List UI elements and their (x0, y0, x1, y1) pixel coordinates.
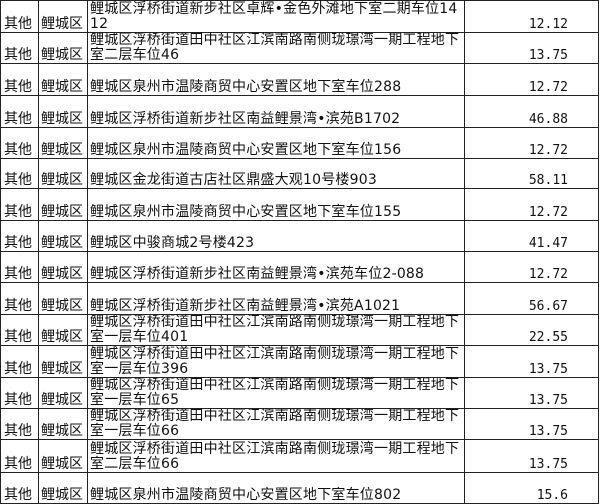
address-cell: 鲤城区金龙街道古店社区鼎盛大观10号楼903 (87, 158, 465, 189)
table-row: 其他 鲤城区 鲤城区浮桥街道新步社区南益鲤景湾•滨苑A1021 56.67 (0, 282, 599, 315)
type-cell: 其他 (0, 408, 39, 440)
address-cell: 鲤城区浮桥街道田中社区江滨南路南侧珑璟湾一期工程地下室一层车位66 (87, 408, 465, 440)
address-cell: 鲤城区浮桥街道新步社区南益鲤景湾•滨苑A1021 (87, 282, 465, 315)
district-cell: 鲤城区 (38, 32, 88, 64)
address-cell: 鲤城区浮桥街道田中社区江滨南路南侧珑璟湾一期工程地下室一层车位65 (87, 377, 465, 409)
type-cell: 其他 (0, 32, 39, 64)
area-cell: 58.11 (464, 158, 599, 189)
address-cell: 鲤城区浮桥街道田中社区江滨南路南侧珑璟湾一期工程地下室二层车位66 (87, 439, 465, 473)
type-cell: 其他 (0, 127, 39, 159)
type-cell: 其他 (0, 282, 39, 315)
type-cell: 其他 (0, 158, 39, 189)
area-cell: 15.6 (464, 472, 599, 504)
district-cell: 鲤城区 (38, 220, 88, 252)
district-cell: 鲤城区 (38, 345, 88, 378)
address-cell: 鲤城区泉州市温陵商贸中心安置区地下室车位156 (87, 127, 465, 159)
area-cell: 12.12 (464, 0, 599, 33)
table-row: 其他 鲤城区 鲤城区泉州市温陵商贸中心安置区地下室车位156 12.72 (0, 127, 599, 159)
area-cell: 41.47 (464, 220, 599, 252)
table-row: 其他 鲤城区 鲤城区泉州市温陵商贸中心安置区地下室车位288 12.72 (0, 63, 599, 96)
type-cell: 其他 (0, 220, 39, 252)
area-cell: 22.55 (464, 314, 599, 346)
address-cell: 鲤城区浮桥街道田中社区江滨南路南侧珑璟湾一期工程地下室一层车位401 (87, 314, 465, 346)
address-cell: 鲤城区浮桥街道田中社区江滨南路南侧珑璟湾一期工程地下室一层车位396 (87, 345, 465, 378)
area-cell: 13.75 (464, 439, 599, 473)
address-cell: 鲤城区中骏商城2号楼423 (87, 220, 465, 252)
type-cell: 其他 (0, 95, 39, 128)
address-cell: 鲤城区浮桥街道新步社区南益鲤景湾•滨苑B1702 (87, 95, 465, 128)
address-cell: 鲤城区浮桥街道新步社区南益鲤景湾•滨苑车位2-088 (87, 251, 465, 283)
address-cell: 鲤城区浮桥街道新步社区卓辉•金色外滩地下室二期车位1412 (87, 0, 465, 33)
type-cell: 其他 (0, 188, 39, 221)
address-cell: 鲤城区浮桥街道田中社区江滨南路南侧珑璟湾一期工程地下室二层车位46 (87, 32, 465, 64)
address-cell: 鲤城区泉州市温陵商贸中心安置区地下室车位288 (87, 63, 465, 96)
area-cell: 12.72 (464, 63, 599, 96)
district-cell: 鲤城区 (38, 377, 88, 409)
type-cell: 其他 (0, 439, 39, 473)
type-cell: 其他 (0, 63, 39, 96)
type-cell: 其他 (0, 472, 39, 504)
area-cell: 12.72 (464, 127, 599, 159)
table-row: 其他 鲤城区 鲤城区中骏商城2号楼423 41.47 (0, 220, 599, 252)
area-cell: 13.75 (464, 32, 599, 64)
district-cell: 鲤城区 (38, 251, 88, 283)
district-cell: 鲤城区 (38, 0, 88, 33)
table-row: 其他 鲤城区 鲤城区浮桥街道田中社区江滨南路南侧珑璟湾一期工程地下室二层车位66 13… (0, 439, 599, 473)
district-cell: 鲤城区 (38, 188, 88, 221)
table-row: 其他 鲤城区 鲤城区浮桥街道田中社区江滨南路南侧珑璟湾一期工程地下室一层车位401 2… (0, 314, 599, 346)
type-cell: 其他 (0, 345, 39, 378)
district-cell: 鲤城区 (38, 439, 88, 473)
table-row: 其他 鲤城区 鲤城区浮桥街道田中社区江滨南路南侧珑璟湾一期工程地下室一层车位66 13… (0, 408, 599, 440)
district-cell: 鲤城区 (38, 314, 88, 346)
area-cell: 56.67 (464, 282, 599, 315)
area-cell: 46.88 (464, 95, 599, 128)
table-row: 其他 鲤城区 鲤城区浮桥街道新步社区卓辉•金色外滩地下室二期车位1412 12.12 (0, 0, 599, 33)
table-row: 其他 鲤城区 鲤城区浮桥街道新步社区南益鲤景湾•滨苑B1702 46.88 (0, 95, 599, 128)
type-cell: 其他 (0, 314, 39, 346)
district-cell: 鲤城区 (38, 282, 88, 315)
type-cell: 其他 (0, 377, 39, 409)
address-cell: 鲤城区泉州市温陵商贸中心安置区地下室车位155 (87, 188, 465, 221)
table-row: 其他 鲤城区 鲤城区泉州市温陵商贸中心安置区地下室车位155 12.72 (0, 188, 599, 221)
type-cell: 其他 (0, 0, 39, 33)
area-cell: 13.75 (464, 377, 599, 409)
table-row: 其他 鲤城区 鲤城区浮桥街道田中社区江滨南路南侧珑璟湾一期工程地下室二层车位46 13… (0, 32, 599, 64)
district-cell: 鲤城区 (38, 127, 88, 159)
table-row: 其他 鲤城区 鲤城区金龙街道古店社区鼎盛大观10号楼903 58.11 (0, 158, 599, 189)
table-row: 其他 鲤城区 鲤城区泉州市温陵商贸中心安置区地下室车位802 15.6 (0, 472, 599, 504)
district-cell: 鲤城区 (38, 408, 88, 440)
district-cell: 鲤城区 (38, 95, 88, 128)
area-cell: 13.75 (464, 408, 599, 440)
table-row: 其他 鲤城区 鲤城区浮桥街道新步社区南益鲤景湾•滨苑车位2-088 12.72 (0, 251, 599, 283)
district-cell: 鲤城区 (38, 63, 88, 96)
area-cell: 12.72 (464, 188, 599, 221)
area-cell: 12.72 (464, 251, 599, 283)
table-row: 其他 鲤城区 鲤城区浮桥街道田中社区江滨南路南侧珑璟湾一期工程地下室一层车位396 1… (0, 345, 599, 378)
district-cell: 鲤城区 (38, 472, 88, 504)
type-cell: 其他 (0, 251, 39, 283)
address-cell: 鲤城区泉州市温陵商贸中心安置区地下室车位802 (87, 472, 465, 504)
table-row: 其他 鲤城区 鲤城区浮桥街道田中社区江滨南路南侧珑璟湾一期工程地下室一层车位65 13… (0, 377, 599, 409)
district-cell: 鲤城区 (38, 158, 88, 189)
area-cell: 13.75 (464, 345, 599, 378)
